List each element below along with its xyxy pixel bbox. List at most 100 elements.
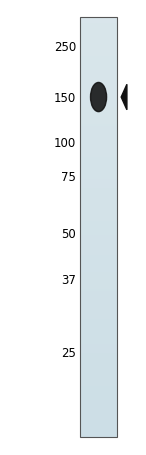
Bar	[80, 213, 117, 216]
Bar	[80, 308, 117, 311]
Bar	[80, 380, 117, 384]
Bar	[80, 277, 117, 281]
Bar	[80, 68, 117, 71]
Bar	[80, 79, 117, 82]
Bar	[80, 303, 117, 306]
Bar	[80, 210, 117, 213]
Bar	[80, 146, 117, 149]
Bar	[80, 249, 117, 253]
Bar	[80, 299, 117, 303]
Text: 37: 37	[61, 273, 76, 286]
Bar	[80, 177, 117, 180]
Bar	[80, 160, 117, 163]
Bar	[80, 113, 117, 116]
Bar	[80, 101, 117, 105]
Bar	[80, 90, 117, 94]
Bar	[80, 425, 117, 429]
Bar	[80, 364, 117, 367]
Bar	[80, 347, 117, 350]
Bar	[80, 180, 117, 183]
Bar	[80, 18, 117, 437]
Bar	[80, 71, 117, 74]
Bar	[80, 118, 117, 121]
Bar	[80, 93, 117, 96]
Bar	[80, 35, 117, 38]
Bar	[80, 252, 117, 255]
Bar	[80, 403, 117, 406]
Bar	[80, 305, 117, 308]
Bar	[80, 104, 117, 107]
Bar	[80, 227, 117, 230]
Bar	[80, 129, 117, 132]
Bar	[80, 353, 117, 356]
Bar	[80, 322, 117, 325]
Bar	[80, 283, 117, 286]
Bar	[80, 325, 117, 328]
Bar	[80, 341, 117, 345]
Bar	[80, 29, 117, 32]
Bar	[80, 378, 117, 381]
Bar	[80, 82, 117, 85]
Bar	[80, 383, 117, 387]
Bar	[80, 76, 117, 80]
Bar	[80, 397, 117, 400]
Bar	[80, 241, 117, 244]
Bar	[80, 135, 117, 138]
Bar	[80, 43, 117, 46]
Bar	[80, 185, 117, 188]
Bar	[80, 230, 117, 233]
Bar	[80, 266, 117, 269]
Bar	[80, 74, 117, 77]
Bar	[80, 65, 117, 68]
Bar	[80, 193, 117, 197]
Bar	[80, 414, 117, 417]
Bar	[80, 367, 117, 370]
Bar	[80, 18, 117, 21]
Bar	[80, 166, 117, 169]
Bar	[80, 62, 117, 66]
Bar	[80, 328, 117, 331]
Bar	[80, 247, 117, 250]
Bar	[80, 339, 117, 342]
Bar	[80, 132, 117, 136]
Bar	[80, 272, 117, 275]
Bar	[80, 297, 117, 300]
Bar	[80, 40, 117, 43]
Bar	[80, 191, 117, 194]
Bar	[80, 199, 117, 202]
Bar	[80, 411, 117, 415]
Bar	[80, 355, 117, 359]
Text: 250: 250	[54, 41, 76, 54]
Text: 150: 150	[54, 91, 76, 104]
Text: 50: 50	[61, 228, 76, 241]
Bar	[80, 48, 117, 52]
Bar	[80, 261, 117, 264]
Bar	[80, 375, 117, 378]
Bar	[80, 141, 117, 144]
Bar	[80, 244, 117, 247]
Bar	[80, 409, 117, 412]
Bar	[80, 258, 117, 261]
Bar	[80, 386, 117, 389]
Bar	[80, 431, 117, 434]
Bar	[80, 344, 117, 348]
Bar	[80, 222, 117, 225]
Bar	[80, 319, 117, 323]
Bar	[80, 330, 117, 334]
Bar	[80, 294, 117, 297]
Bar	[80, 149, 117, 152]
Bar	[80, 54, 117, 57]
Bar	[80, 96, 117, 99]
Bar	[80, 350, 117, 353]
Bar	[80, 138, 117, 141]
Bar	[80, 46, 117, 49]
Bar	[80, 207, 117, 211]
Bar	[80, 358, 117, 361]
Bar	[80, 238, 117, 242]
Bar	[80, 286, 117, 289]
Bar	[80, 428, 117, 431]
Bar	[80, 417, 117, 420]
Bar	[80, 107, 117, 110]
Bar	[80, 23, 117, 26]
Bar	[80, 316, 117, 319]
